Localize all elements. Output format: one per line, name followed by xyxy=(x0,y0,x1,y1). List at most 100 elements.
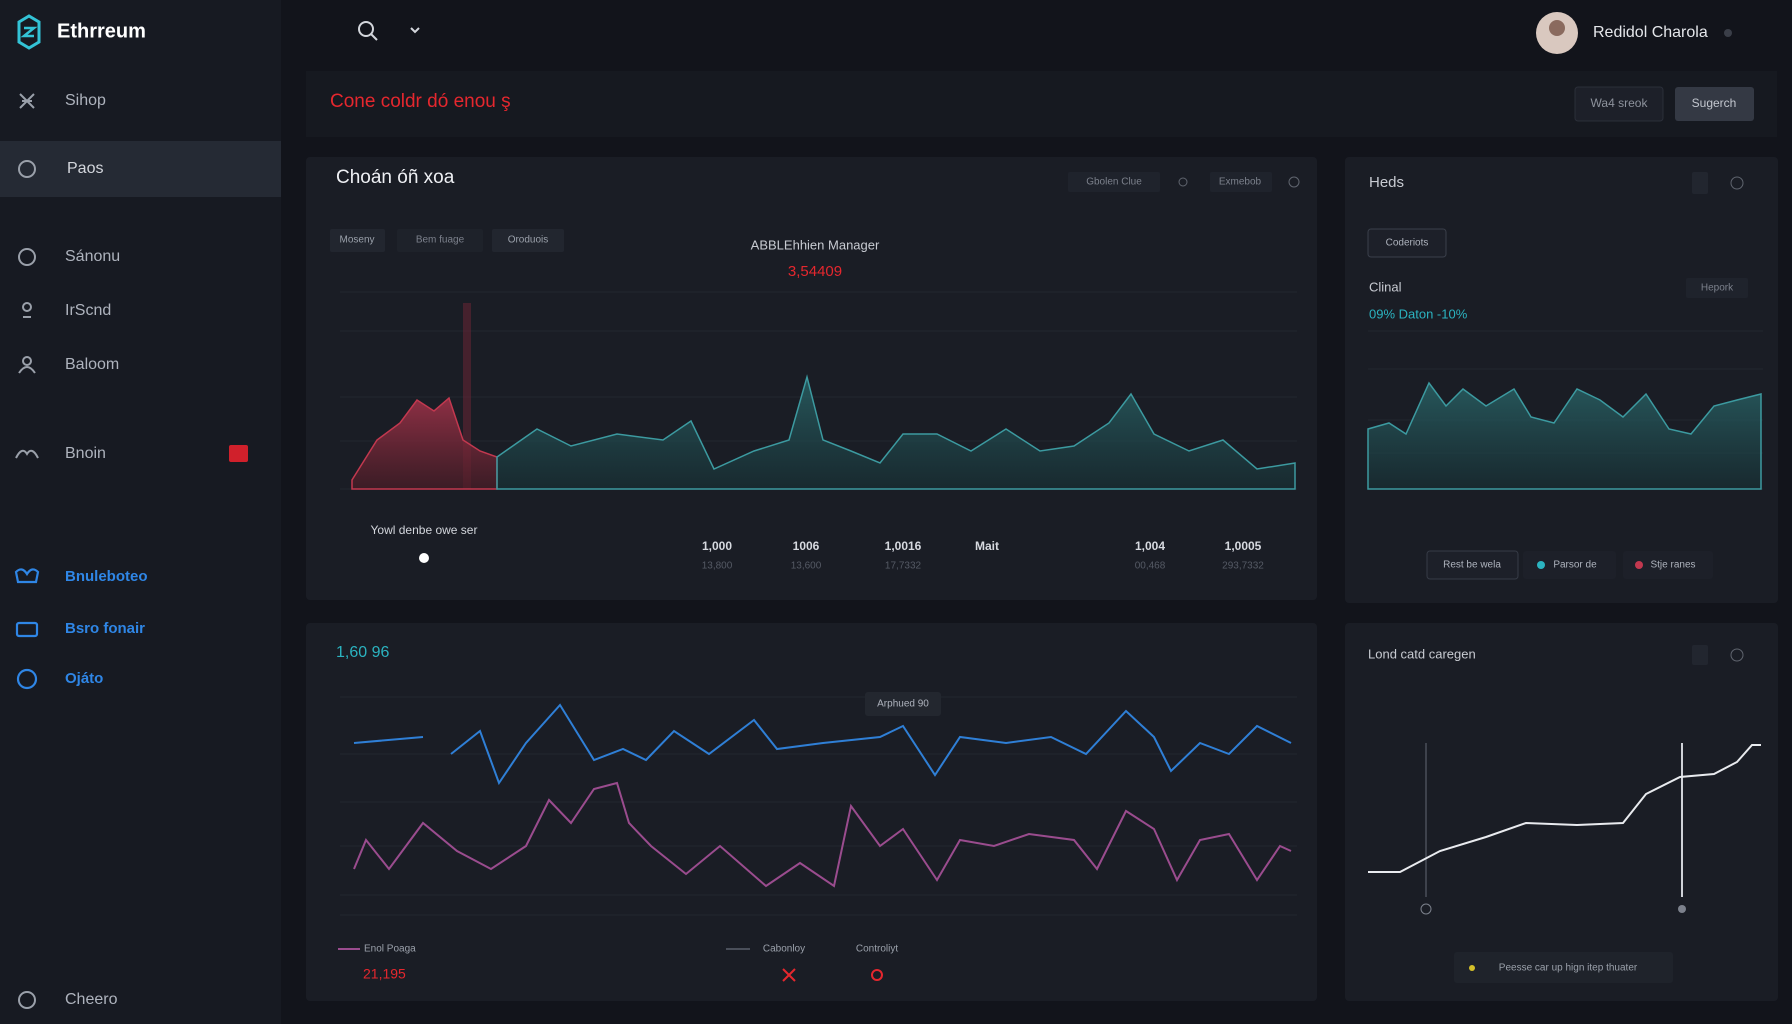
legend-marker xyxy=(782,968,796,982)
button-dot xyxy=(1635,561,1643,569)
nav-item[interactable]: Bsro fonair xyxy=(65,620,145,637)
nav-item[interactable]: Bnoin xyxy=(65,445,106,462)
label: Clinal xyxy=(1369,279,1402,294)
nav-icons-blue xyxy=(14,568,40,690)
dropdown[interactable] xyxy=(1686,278,1748,298)
chart-title: ABBLEhhien Manager xyxy=(751,237,880,252)
status-dot xyxy=(1724,29,1732,37)
tooltip-label: Arphued 90 xyxy=(877,699,929,710)
nav-item[interactable]: Baloom xyxy=(65,356,119,373)
marker-handle[interactable] xyxy=(1678,905,1686,913)
nav-badge xyxy=(229,445,248,462)
caption: Yowl denbe owe ser xyxy=(371,523,478,537)
button-dot xyxy=(1537,561,1545,569)
button-dot xyxy=(1469,965,1475,971)
stat-sub: 293,7332 xyxy=(1222,561,1264,572)
legend-marker xyxy=(871,969,883,981)
nav-selected xyxy=(0,141,281,197)
legend-label[interactable]: Enol Poaga xyxy=(364,944,416,955)
button[interactable] xyxy=(1367,228,1447,258)
button-label[interactable]: Rest be wela xyxy=(1443,560,1501,571)
logo xyxy=(17,14,41,50)
stat-value: 1,000 xyxy=(702,539,732,553)
control[interactable] xyxy=(1068,172,1160,192)
stat-value: Mait xyxy=(975,539,999,553)
user-name: Redidol Charola xyxy=(1593,24,1708,41)
button[interactable] xyxy=(1426,550,1519,580)
icon[interactable] xyxy=(1288,176,1300,188)
dropdown-label[interactable]: Hepork xyxy=(1701,283,1734,294)
nav-item[interactable]: Paos xyxy=(67,160,103,177)
control-label[interactable]: Exmebob xyxy=(1219,177,1262,188)
panel xyxy=(1345,623,1778,1001)
nav-item[interactable]: Sihop xyxy=(65,92,106,109)
button[interactable] xyxy=(1623,551,1713,579)
panel xyxy=(1345,157,1778,603)
logo-text: Ethrreum xyxy=(57,20,146,42)
stat-sub: 00,468 xyxy=(1135,561,1166,572)
button-label[interactable]: Sugerch xyxy=(1692,96,1737,110)
tab[interactable] xyxy=(330,229,385,252)
button[interactable] xyxy=(1523,551,1616,579)
button-label[interactable]: Parsor de xyxy=(1553,560,1597,571)
panel-title: Heds xyxy=(1369,174,1404,191)
icon[interactable] xyxy=(1692,645,1708,665)
banner-title: Cone coldr dó enou ş xyxy=(330,91,511,112)
nav-item[interactable]: Sánonu xyxy=(65,248,120,265)
tab-label[interactable]: Bem fuage xyxy=(416,235,465,246)
button[interactable] xyxy=(1454,952,1673,983)
change: 09% Daton -10% xyxy=(1369,306,1468,321)
tab[interactable] xyxy=(492,229,564,252)
stat-value: 1006 xyxy=(793,539,820,553)
stat-sub: 13,600 xyxy=(791,561,822,572)
tab-label[interactable]: Oroduois xyxy=(508,235,549,246)
icon[interactable] xyxy=(1692,172,1708,194)
button-label[interactable]: Stje ranes xyxy=(1650,560,1695,571)
nav-item[interactable]: Cheero xyxy=(65,991,118,1008)
button-label[interactable]: Wa4 sreok xyxy=(1591,96,1649,110)
tab-label[interactable]: Moseny xyxy=(339,235,374,246)
legend-label[interactable]: Cabonloy xyxy=(763,944,805,955)
panel xyxy=(306,623,1317,1001)
stat-value: 1,0016 xyxy=(885,539,922,553)
nav-icons xyxy=(15,93,39,1009)
tab[interactable] xyxy=(397,229,483,252)
panel-title: Lond catd caregen xyxy=(1368,646,1476,661)
panel-title: Choán óñ xoa xyxy=(336,167,455,188)
icon[interactable] xyxy=(1730,176,1744,190)
line-blue xyxy=(353,703,1292,786)
stat-sub: 13,800 xyxy=(702,561,733,572)
legend-label[interactable]: Controliyt xyxy=(856,944,898,955)
nav-item[interactable]: Ojáto xyxy=(65,670,103,687)
stat-value: 1,0005 xyxy=(1225,539,1262,553)
icon[interactable] xyxy=(1730,648,1744,662)
chart-value: 3,54409 xyxy=(788,263,842,280)
line-purple xyxy=(353,781,1292,888)
button[interactable] xyxy=(1675,87,1754,121)
button-label[interactable]: Peesse car up hign itep thuater xyxy=(1499,963,1638,974)
button-label[interactable]: Coderiots xyxy=(1386,238,1429,249)
panel-title: 1,60 96 xyxy=(336,644,389,661)
tooltip xyxy=(865,692,941,716)
search-icon[interactable] xyxy=(358,21,378,41)
icon[interactable] xyxy=(1178,177,1188,187)
value: 21,195 xyxy=(363,966,406,982)
control-label[interactable]: Gbolen Clue xyxy=(1086,177,1142,188)
line-white xyxy=(1368,744,1761,873)
dropdown-icon[interactable] xyxy=(410,27,420,34)
avatar-face xyxy=(1549,20,1565,36)
nav-item[interactable]: IrScnd xyxy=(65,302,111,319)
banner xyxy=(306,71,1777,137)
area-chart xyxy=(1367,381,1762,490)
stat-sub: 17,7332 xyxy=(885,561,922,572)
indicator-dot[interactable] xyxy=(419,553,429,563)
nav-item[interactable]: Bnuleboteo xyxy=(65,568,148,585)
stat-value: 1,004 xyxy=(1135,539,1165,553)
marker-handle[interactable] xyxy=(1420,903,1432,915)
area-chart-teal xyxy=(496,374,1296,490)
highlight-bar xyxy=(463,303,471,489)
chart-grid xyxy=(340,696,1297,916)
control[interactable] xyxy=(1210,172,1272,192)
button[interactable] xyxy=(1574,86,1664,122)
